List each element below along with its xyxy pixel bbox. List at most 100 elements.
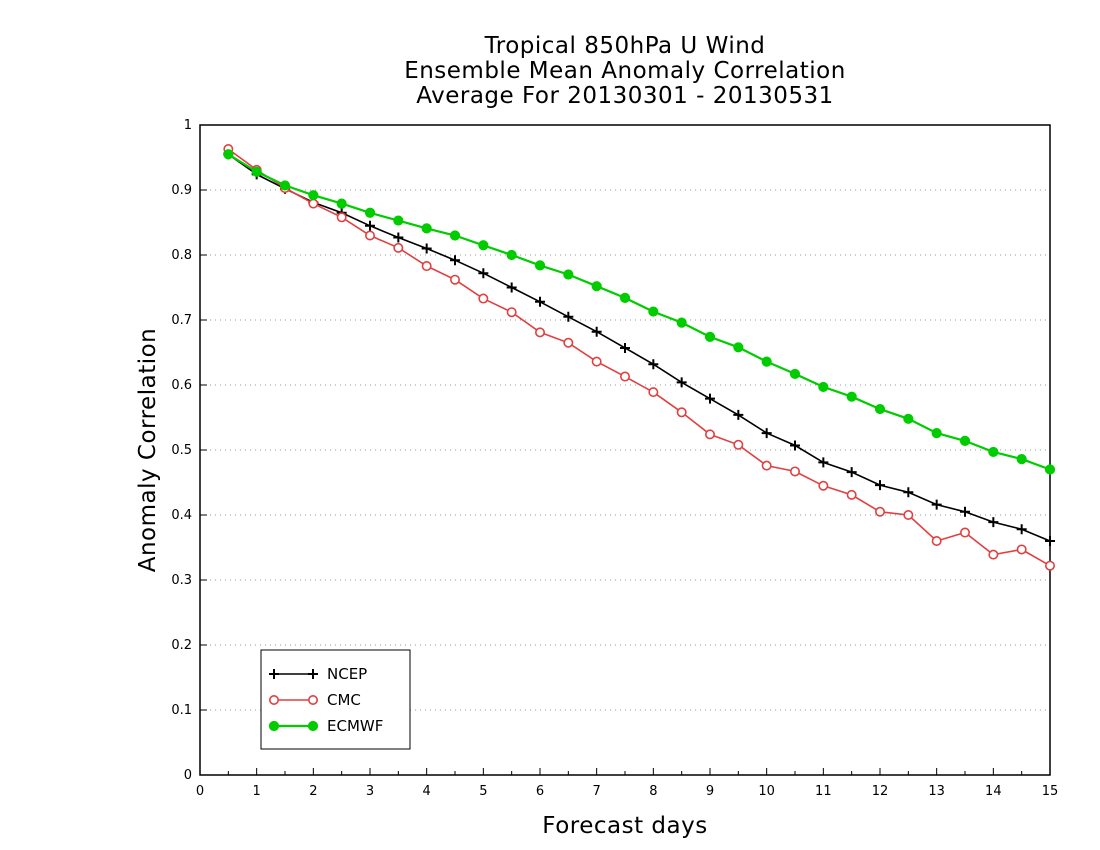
y-tick-label: 0.1 [171, 703, 192, 718]
data-point-cmc [733, 439, 744, 450]
data-point-cmc [874, 506, 885, 517]
x-tick-label: 5 [479, 784, 487, 799]
x-tick-label: 4 [423, 784, 431, 799]
axis-ticks: 00.10.20.30.40.50.60.70.80.910 1 2 3 4 5 6 7 8 9 1… [171, 118, 1058, 799]
legend-marker-ncep [269, 669, 279, 679]
data-point-ecmwf [534, 260, 546, 271]
data-point-ecmwf [761, 356, 772, 367]
data-point-ncep [535, 296, 545, 307]
data-point-ecmwf [279, 180, 291, 191]
data-point-ecmwf [818, 381, 829, 393]
data-point-ncep [846, 467, 857, 478]
x-tick-label: 12 [872, 784, 889, 799]
data-point-cmc [1045, 560, 1056, 571]
x-tick-label: 11 [815, 784, 832, 799]
legend-label-ncep: NCEP [327, 665, 367, 683]
y-tick-label: 0.9 [171, 183, 192, 198]
chart-title: Tropical 850hPa U Wind Ensemble Mean Ano… [200, 34, 1050, 109]
data-point-ncep [591, 326, 602, 337]
data-point-ecmwf [364, 207, 376, 218]
series-line-cmc [227, 148, 1051, 567]
data-point-ecmwf [789, 368, 801, 380]
legend-marker-cmc [307, 694, 318, 705]
data-point-ecmwf [308, 190, 319, 201]
legend-label-ecmwf: ECMWF [327, 717, 383, 735]
legend-marker-ncep [308, 669, 318, 679]
data-point-ecmwf [223, 149, 234, 160]
data-point-ecmwf [1016, 454, 1027, 465]
y-tick-label: 1 [184, 118, 192, 133]
series-line-ecmwf [227, 153, 1051, 471]
data-point-ecmwf [874, 403, 886, 415]
legend: NCEP CMC ECMWF [260, 649, 411, 750]
data-point-ncep [733, 409, 744, 420]
x-tick-label: 10 [758, 784, 775, 799]
data-point-ecmwf [648, 306, 659, 317]
data-point-cmc [931, 535, 942, 546]
series-ncep [223, 149, 1055, 546]
x-tick-label: 15 [1042, 784, 1059, 799]
data-point-cmc [449, 274, 460, 285]
data-point-ecmwf [704, 331, 716, 342]
legend-label-cmc: CMC [327, 691, 361, 709]
data-point-cmc [761, 460, 772, 471]
x-tick-label: 9 [706, 784, 714, 799]
series-group [223, 144, 1056, 571]
data-point-ecmwf [903, 413, 914, 424]
x-tick-label: 7 [593, 784, 601, 799]
data-point-ecmwf [591, 281, 602, 292]
data-point-cmc [648, 387, 659, 398]
series-ecmwf [223, 149, 1056, 475]
title-line-1: Tropical 850hPa U Wind [484, 33, 766, 59]
data-point-ncep [393, 232, 404, 243]
data-point-ecmwf [846, 391, 857, 402]
data-point-cmc [591, 356, 602, 367]
data-point-ncep [960, 506, 970, 517]
data-point-ecmwf [393, 215, 404, 226]
y-tick-label: 0.3 [171, 573, 192, 588]
x-tick-label: 1 [253, 784, 261, 799]
data-point-ncep [1016, 524, 1027, 535]
data-point-ncep [988, 517, 999, 528]
data-point-ncep [506, 282, 517, 293]
title-line-2: Ensemble Mean Anomaly Correlation [404, 58, 846, 84]
data-point-cmc [619, 371, 630, 382]
data-point-ecmwf [251, 166, 262, 177]
y-tick-label: 0 [184, 768, 192, 783]
data-point-cmc [1016, 544, 1027, 555]
data-point-cmc [959, 527, 970, 538]
legend-marker-ecmwf [268, 720, 280, 732]
data-point-ncep [648, 359, 659, 370]
y-tick-label: 0.5 [171, 443, 192, 458]
data-point-cmc [364, 230, 375, 241]
data-point-cmc [704, 429, 715, 440]
data-point-cmc [478, 293, 489, 304]
data-point-ecmwf [619, 292, 631, 303]
data-point-ncep [761, 428, 772, 439]
y-tick-label: 0.8 [171, 248, 192, 263]
series-line-ncep [227, 153, 1051, 542]
data-point-ecmwf [988, 446, 999, 458]
data-point-ecmwf [336, 198, 347, 209]
series-cmc [223, 144, 1056, 571]
data-point-ncep [931, 499, 942, 510]
data-point-cmc [818, 480, 829, 491]
data-point-ncep [563, 311, 574, 322]
data-point-ncep [676, 377, 687, 388]
y-tick-label: 0.6 [171, 378, 192, 393]
x-tick-label: 6 [536, 784, 544, 799]
data-point-cmc [563, 337, 574, 348]
data-point-cmc [336, 212, 347, 223]
data-point-cmc [308, 198, 319, 209]
data-point-cmc [534, 327, 545, 338]
x-tick-label: 3 [366, 784, 374, 799]
y-axis-title: Anomaly Correlation [135, 328, 161, 573]
legend-marker-cmc [268, 694, 279, 705]
data-point-ncep [818, 457, 829, 468]
data-point-ncep [620, 342, 630, 353]
data-point-ecmwf [449, 230, 461, 241]
data-point-ecmwf [931, 428, 942, 439]
data-point-cmc [506, 307, 517, 318]
x-axis-title: Forecast days [542, 813, 707, 839]
